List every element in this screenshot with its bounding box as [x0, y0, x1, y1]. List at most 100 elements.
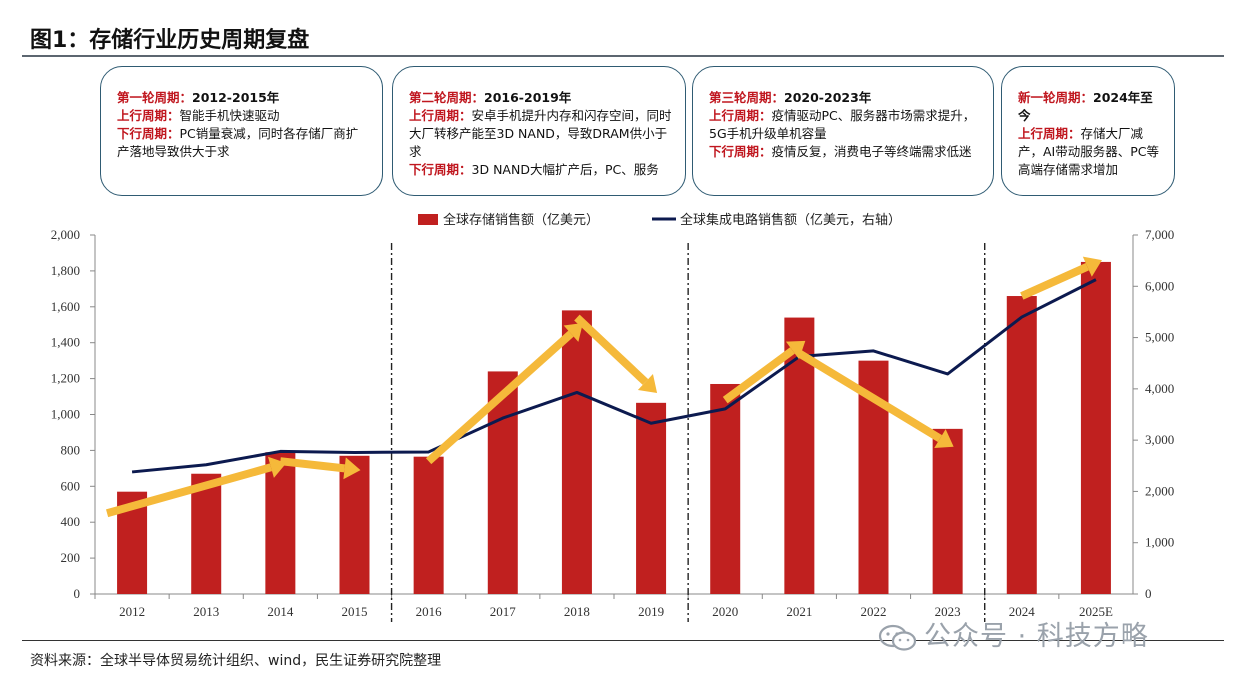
- left-tick-label: 200: [61, 550, 81, 565]
- trend-arrowhead: [343, 457, 361, 480]
- trend-arrow: [722, 347, 795, 404]
- cycle-heading-years: 2020-2023年: [784, 90, 872, 105]
- x-tick-label: 2025E: [1079, 604, 1113, 619]
- title-divider: [22, 55, 1224, 57]
- x-tick-label: 2014: [267, 604, 294, 619]
- cycle-box-line: 下行周期：疫情反复，消费电子等终端需求低迷: [709, 143, 981, 161]
- legend-label-ic: 全球集成电路销售额（亿美元，右轴）: [680, 212, 901, 228]
- left-tick-label: 600: [61, 478, 81, 493]
- bar: [710, 383, 741, 594]
- left-tick-label: 1,400: [51, 335, 80, 350]
- trend-arrowhead: [563, 322, 583, 342]
- cycle-phase-label: 上行周期：: [409, 108, 472, 123]
- cycle-box-2: 第二轮周期：2016-2019年 上行周期：安卓手机提升内存和闪存空间，同时大厂转…: [392, 66, 686, 196]
- trend-arrow: [574, 314, 649, 385]
- cycle-heading-years: 2016-2019年: [484, 90, 572, 105]
- page-title: 图1：存储行业历史周期复盘: [30, 28, 310, 53]
- trend-arrow: [797, 350, 943, 442]
- cycle-box-line: 上行周期：安卓手机提升内存和闪存空间，同时大厂转移产能至3D NAND，导致DR…: [409, 107, 673, 161]
- cycle-heading-label: 第二轮周期：: [409, 90, 485, 105]
- bar: [932, 428, 963, 594]
- legend-swatch-storage: [418, 214, 438, 225]
- cycle-box-heading: 第三轮周期：2020-2023年: [709, 89, 981, 107]
- left-tick-label: 800: [61, 442, 81, 457]
- cycle-phase-text: 存储大厂减产，AI带动服务器、PC等高端存储需求增加: [1018, 126, 1160, 177]
- cycle-box-heading: 第一轮周期：2012-2015年: [117, 89, 370, 107]
- right-tick-label: 5,000: [1145, 330, 1174, 345]
- cycle-box-line: 下行周期：3D NAND大幅扩产后，PC、服务: [409, 161, 673, 179]
- cycle-phase-label: 下行周期：: [117, 126, 180, 141]
- source-note: 资料来源：全球半导体贸易统计组织、wind，民生证券研究院整理: [30, 653, 442, 669]
- trend-arrowhead: [1082, 256, 1102, 277]
- bar: [413, 456, 444, 594]
- left-tick-label: 400: [61, 514, 81, 529]
- left-tick-label: 2,000: [51, 227, 80, 242]
- cycle-phase-label: 上行周期：: [1018, 126, 1081, 141]
- cycle-phase-label: 上行周期：: [709, 108, 772, 123]
- trend-arrowhead: [934, 429, 954, 448]
- cycle-phase-text: 智能手机快速驱动: [179, 108, 280, 123]
- x-tick-label: 2013: [193, 604, 219, 619]
- cycle-box-heading: 第二轮周期：2016-2019年: [409, 89, 673, 107]
- cycle-heading-label: 第三轮周期：: [709, 90, 785, 105]
- cycle-box-line: 上行周期：存储大厂减产，AI带动服务器、PC等高端存储需求增加: [1018, 125, 1162, 179]
- bar: [561, 310, 592, 594]
- trend-arrow: [105, 463, 273, 518]
- bar: [1006, 296, 1037, 594]
- trend-arrow: [425, 330, 574, 465]
- right-tick-label: 4,000: [1145, 381, 1174, 396]
- left-tick-label: 0: [74, 586, 81, 601]
- cycle-box-1: 第一轮周期：2012-2015年 上行周期：智能手机快速驱动 下行周期：PC销量衰减…: [100, 66, 383, 196]
- cycle-phase-label: 上行周期：: [117, 108, 180, 123]
- x-tick-label: 2018: [564, 604, 590, 619]
- right-tick-label: 3,000: [1145, 432, 1174, 447]
- cycle-phase-label: 下行周期：: [409, 162, 472, 177]
- watermark-text: 公众号 · 科技方略: [924, 621, 1149, 652]
- trend-arrow: [279, 457, 346, 473]
- cycle-box-line: 上行周期：智能手机快速驱动: [117, 107, 370, 125]
- ic-sales-line: [131, 278, 1097, 474]
- cycle-phase-text: 疫情反复，消费电子等终端需求低迷: [771, 144, 972, 159]
- cycle-box-line: 下行周期：PC销量衰减，同时各存储厂商扩产落地导致供大于求: [117, 125, 370, 161]
- left-tick-label: 1,000: [51, 407, 80, 422]
- x-tick-label: 2024: [1009, 604, 1036, 619]
- cycle-heading-label: 第一轮周期：: [117, 90, 193, 105]
- cycle-heading-years: 2024年至今: [1018, 90, 1153, 123]
- right-tick-label: 6,000: [1145, 278, 1174, 293]
- bar: [1080, 261, 1111, 594]
- cycle-phase-text: 安卓手机提升内存和闪存空间，同时大厂转移产能至3D NAND，导致DRAM供小于…: [409, 108, 672, 159]
- bar: [636, 402, 667, 594]
- cycle-heading-label: 新一轮周期：: [1018, 90, 1094, 105]
- bar: [265, 452, 296, 594]
- x-tick-label: 2023: [935, 604, 961, 619]
- x-tick-label: 2017: [490, 604, 517, 619]
- cycle-box-line: 上行周期：疫情驱动PC、服务器市场需求提升，5G手机升级单机容量: [709, 107, 981, 143]
- left-tick-label: 1,200: [51, 371, 80, 386]
- cycle-box-4: 新一轮周期：2024年至今 上行周期：存储大厂减产，AI带动服务器、PC等高端存储…: [1001, 66, 1175, 196]
- right-tick-label: 7,000: [1145, 227, 1174, 242]
- watermark: 公众号 · 科技方略: [878, 614, 1149, 653]
- x-tick-label: 2021: [786, 604, 812, 619]
- x-tick-label: 2012: [119, 604, 145, 619]
- cycle-heading-years: 2012-2015年: [192, 90, 280, 105]
- right-tick-label: 2,000: [1145, 483, 1174, 498]
- left-tick-label: 1,600: [51, 299, 80, 314]
- bar: [191, 473, 222, 594]
- wechat-icon: [878, 624, 917, 651]
- cycle-phase-label: 下行周期：: [709, 144, 772, 159]
- bar: [339, 455, 370, 594]
- trend-arrowhead: [637, 373, 658, 393]
- left-tick-label: 1,800: [51, 263, 80, 278]
- legend-label-storage: 全球存储销售额（亿美元）: [443, 212, 599, 228]
- right-tick-label: 0: [1145, 586, 1152, 601]
- cycle-phase-text: PC销量衰减，同时各存储厂商扩产落地导致供大于求: [117, 126, 359, 159]
- x-tick-label: 2020: [712, 604, 738, 619]
- cycle-box-3: 第三轮周期：2020-2023年 上行周期：疫情驱动PC、服务器市场需求提升，5G…: [692, 66, 994, 196]
- x-tick-label: 2016: [416, 604, 443, 619]
- footer-divider: [22, 640, 1224, 641]
- cycle-phase-text: 3D NAND大幅扩产后，PC、服务: [471, 162, 659, 177]
- x-tick-label: 2015: [342, 604, 368, 619]
- x-tick-label: 2022: [861, 604, 887, 619]
- cycle-box-heading: 新一轮周期：2024年至今: [1018, 89, 1162, 125]
